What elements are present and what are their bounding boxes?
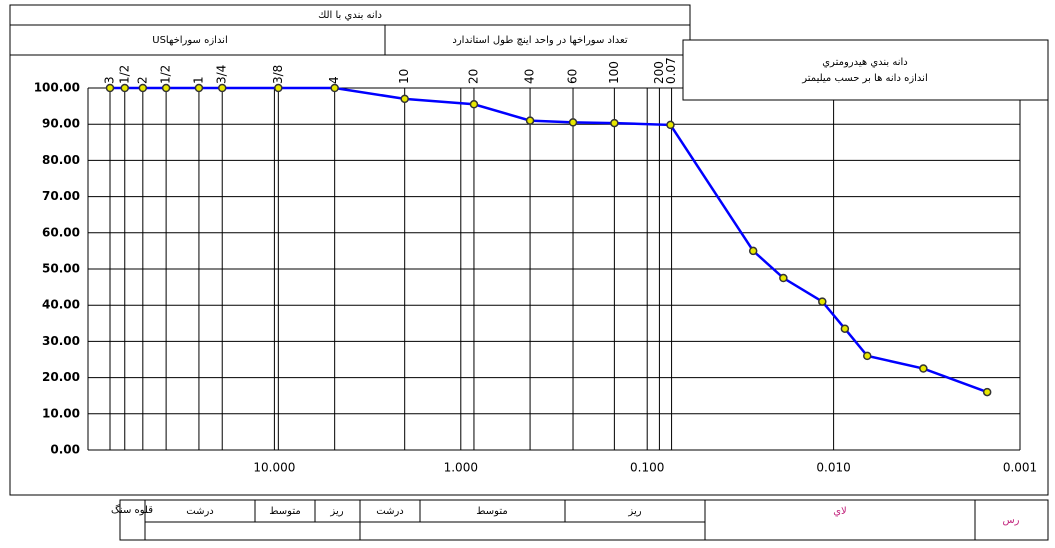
class-label: ريز xyxy=(627,506,641,517)
data-point xyxy=(666,120,675,130)
class-label: درشت xyxy=(186,506,213,517)
x-tick-label: 0.001 xyxy=(1003,461,1037,475)
y-tick-label: 90.00 xyxy=(42,117,80,131)
sieve-label: 20 xyxy=(466,69,480,84)
sieve-label: 1 xyxy=(191,76,205,84)
y-tick-label: 80.00 xyxy=(42,153,80,167)
sieve-label: 10 xyxy=(397,69,411,84)
title: دانه بندي با الك xyxy=(318,10,382,21)
sieve-label: 40 xyxy=(523,69,537,84)
header-box xyxy=(9,24,386,56)
class-label: متوسط xyxy=(476,506,507,517)
data-point xyxy=(840,324,850,333)
class-label: متوسط xyxy=(269,506,300,517)
data-point xyxy=(330,83,339,93)
class-label: ريز xyxy=(329,506,343,517)
hydrometer-label: دانه بندي هيدرومتري xyxy=(822,57,908,68)
hydrometer-label: اندازه دانه ها بر حسب ميليمتر xyxy=(801,73,928,84)
data-point xyxy=(469,100,479,109)
data-point xyxy=(217,83,227,93)
sieve-label: 60 xyxy=(566,69,580,84)
data-point xyxy=(779,273,788,283)
header-label: USاندازه سوراخها xyxy=(152,35,228,46)
table-border xyxy=(704,499,1049,541)
data-point xyxy=(138,83,148,93)
data-point xyxy=(610,118,619,128)
sieve-label: 1/2 xyxy=(117,65,131,84)
data-point xyxy=(274,83,283,93)
sieve-label: 4 xyxy=(327,76,341,84)
x-tick-label: 10.000 xyxy=(253,461,295,475)
class-label: قلوه سنگ xyxy=(111,504,153,516)
y-tick-label: 30.00 xyxy=(42,334,80,348)
class-label: رس xyxy=(1002,515,1019,526)
x-tick-label: 0.100 xyxy=(630,461,664,475)
data-point xyxy=(568,118,578,127)
sieve-label: 3/8 xyxy=(271,65,285,84)
sieve-label: 2 xyxy=(135,76,149,84)
y-tick-label: 70.00 xyxy=(42,189,80,203)
y-tick-label: 50.00 xyxy=(42,262,80,276)
data-point xyxy=(105,83,115,93)
data-point xyxy=(748,246,758,256)
sieve-label: 3/4 xyxy=(215,65,229,84)
data-point xyxy=(862,351,872,361)
data-point xyxy=(919,364,928,373)
data-point xyxy=(400,94,409,104)
sieve-label: 1/2 xyxy=(159,65,173,84)
hydrometer-box xyxy=(682,39,1049,101)
header-label: تعداد سوراخها در واحد اينچ طول استاندارد xyxy=(452,35,627,46)
data-point xyxy=(818,297,827,306)
data-point xyxy=(161,83,171,93)
sieve-label: 100 xyxy=(607,61,621,84)
sieve-label: 0.07 xyxy=(664,57,678,84)
data-point xyxy=(525,116,535,125)
y-tick-label: 20.00 xyxy=(42,370,80,384)
y-tick-label: 40.00 xyxy=(42,298,80,312)
data-point xyxy=(194,83,204,93)
sieve-label: 3 xyxy=(103,76,117,84)
header-box xyxy=(384,24,691,56)
class-label: درشت xyxy=(376,506,403,517)
data-point xyxy=(120,83,130,93)
x-tick-label: 1.000 xyxy=(444,461,478,475)
class-label: لاي xyxy=(833,506,847,517)
y-tick-label: 0.00 xyxy=(50,443,80,457)
plot-area: 0.0010.0020.0030.0040.0050.0060.0070.008… xyxy=(34,57,1037,474)
y-tick-label: 60.00 xyxy=(42,225,80,239)
classification-table xyxy=(119,499,1049,541)
y-tick-label: 100.00 xyxy=(34,81,80,95)
chart-frame xyxy=(9,54,1049,496)
data-point xyxy=(982,387,992,397)
x-tick-label: 0.010 xyxy=(816,461,850,475)
y-tick-label: 10.00 xyxy=(42,406,80,420)
sieve-label: 200 xyxy=(652,61,666,84)
